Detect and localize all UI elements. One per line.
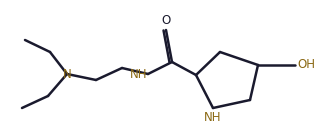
Text: OH: OH (297, 58, 315, 72)
Text: NH: NH (204, 111, 222, 124)
Text: N: N (63, 68, 71, 80)
Text: O: O (161, 14, 171, 27)
Text: NH: NH (129, 68, 147, 80)
